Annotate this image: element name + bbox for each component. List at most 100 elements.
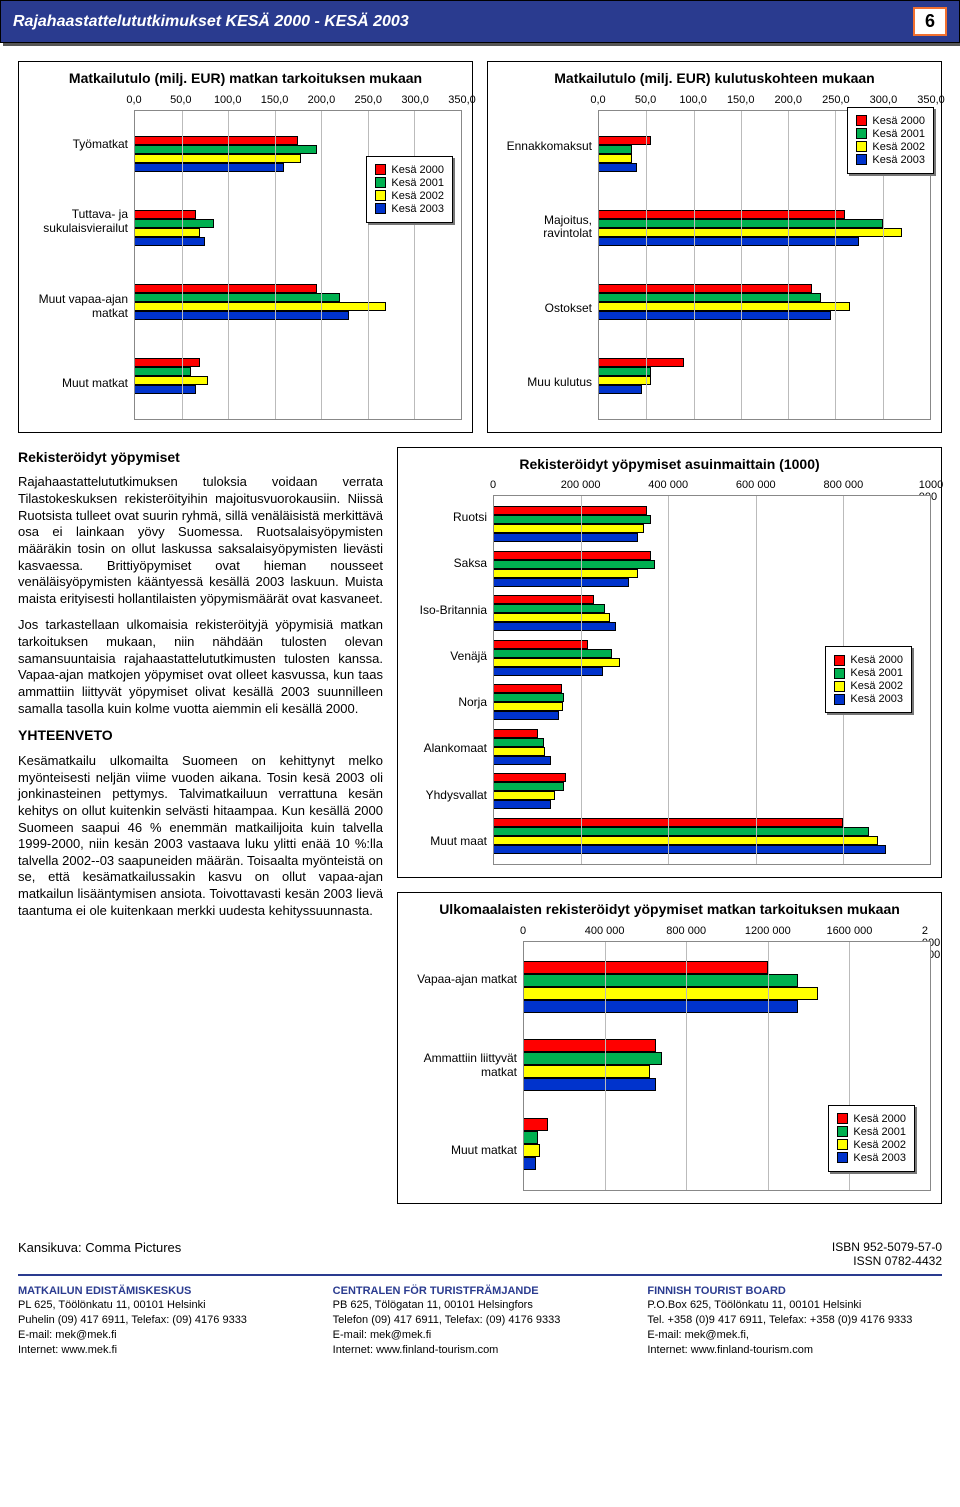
bar [494, 578, 629, 587]
legend-swatch [837, 1152, 848, 1163]
legend-label: Kesä 2001 [872, 128, 925, 140]
category-label: Saksa [408, 557, 487, 571]
category-label: Ennakkomaksut [498, 140, 592, 154]
bar [494, 595, 594, 604]
bar [524, 961, 768, 974]
bar-group [494, 548, 930, 590]
category-label: Venäjä [408, 650, 487, 664]
legend-label: Kesä 2003 [850, 693, 903, 705]
category-label: Työmatkat [29, 138, 128, 152]
chart4-title: Ulkomaalaisten rekisteröidyt yöpymiset m… [408, 901, 931, 919]
page-header: Rajahaastattelututkimukset KESÄ 2000 - K… [0, 0, 960, 43]
bar [494, 613, 610, 622]
category-label: Ostokset [498, 302, 592, 316]
chart4-legend: Kesä 2000Kesä 2001Kesä 2002Kesä 2003 [828, 1105, 915, 1172]
body-text: Rekisteröidyt yöpymiset Rajahaastattelut… [18, 447, 383, 1204]
chart1-plot: Kesä 2000Kesä 2001Kesä 2002Kesä 2003 [134, 110, 462, 420]
bar [524, 974, 798, 987]
bar [135, 136, 298, 145]
bar [135, 358, 200, 367]
legend-swatch [837, 1113, 848, 1124]
bar [135, 219, 214, 228]
isbn-block: ISBN 952-5079-57-0ISSN 0782-4432 [832, 1240, 942, 1268]
bar [494, 845, 886, 854]
legend-label: Kesä 2000 [872, 115, 925, 127]
chart1-labels: Työmatkat Tuttava- ja sukulaisvierailut Mu… [29, 110, 134, 420]
bar-group [599, 281, 930, 323]
section2-heading: YHTEENVETO [18, 727, 383, 745]
bar-group [599, 355, 930, 397]
bar-group [494, 815, 930, 857]
legend-swatch [375, 190, 386, 201]
bar [494, 836, 878, 845]
bar [494, 738, 544, 747]
legend-label: Kesä 2002 [872, 141, 925, 153]
legend-label: Kesä 2002 [853, 1139, 906, 1151]
bar [599, 311, 831, 320]
bar [494, 524, 644, 533]
bar [494, 684, 562, 693]
kansikuva-credit: Kansikuva: Comma Pictures [18, 1240, 181, 1268]
legend-swatch [856, 115, 867, 126]
bar-group [494, 770, 930, 812]
bar [494, 800, 551, 809]
bar [494, 773, 566, 782]
bar [524, 1000, 798, 1013]
footer: MATKAILUN EDISTÄMISKESKUS PL 625, Töölön… [18, 1274, 942, 1358]
chart3-title: Rekisteröidyt yöpymiset asuinmaittain (1… [408, 456, 931, 474]
bar [135, 311, 349, 320]
bar [524, 1118, 548, 1131]
bar [135, 385, 196, 394]
bar [599, 358, 684, 367]
bar [494, 756, 551, 765]
footer-col-3: FINNISH TOURIST BOARD P.O.Box 625, Töölö… [647, 1284, 942, 1358]
chart3-plot: Kesä 2000Kesä 2001Kesä 2002Kesä 2003 [493, 495, 931, 865]
section1-p2: Jos tarkastellaan ulkomaisia rekisteröit… [18, 617, 383, 717]
chart4-axis: 0400 000800 0001200 0001600 0002 000 000 [523, 925, 931, 939]
bar [494, 640, 588, 649]
bar [135, 228, 200, 237]
legend-swatch [375, 164, 386, 175]
legend-label: Kesä 2000 [853, 1113, 906, 1125]
bar [599, 163, 637, 172]
bar [599, 237, 859, 246]
bar [524, 987, 818, 1000]
chart2-axis: 0,050,0100,0150,0200,0250,0300,0350,0 [598, 94, 931, 108]
legend-swatch [856, 154, 867, 165]
bar [494, 791, 555, 800]
bar [494, 667, 603, 676]
category-label: Tuttava- ja sukulaisvierailut [29, 208, 128, 236]
category-label: Majoitus, ravintolat [498, 214, 592, 242]
bar-group [599, 207, 930, 249]
bar [599, 376, 651, 385]
chart1-title: Matkailutulo (milj. EUR) matkan tarkoitu… [29, 70, 462, 88]
category-label: Muut matkat [29, 377, 128, 391]
legend-label: Kesä 2003 [872, 154, 925, 166]
chart1-axis: 0,050,0100,0150,0200,0250,0300,0350,0 [134, 94, 462, 108]
category-label: Muut maat [408, 835, 487, 849]
chart4-plot: Kesä 2000Kesä 2001Kesä 2002Kesä 2003 [523, 941, 931, 1191]
legend-swatch [837, 1126, 848, 1137]
bar [599, 145, 632, 154]
bar [494, 533, 638, 542]
chart2-legend: Kesä 2000Kesä 2001Kesä 2002Kesä 2003 [847, 107, 934, 174]
bar [524, 1078, 656, 1091]
category-label: Norja [408, 696, 487, 710]
bar [494, 747, 545, 756]
section1-p1: Rajahaastattelututkimuksen tuloksia void… [18, 474, 383, 607]
legend-label: Kesä 2000 [391, 164, 444, 176]
bar-group [524, 958, 930, 1016]
bar [599, 210, 845, 219]
bar [494, 702, 563, 711]
category-label: Ruotsi [408, 511, 487, 525]
bar [135, 163, 284, 172]
chart3-legend: Kesä 2000Kesä 2001Kesä 2002Kesä 2003 [825, 646, 912, 713]
bar [494, 649, 612, 658]
legend-label: Kesä 2003 [391, 203, 444, 215]
bar-group [494, 592, 930, 634]
bar [135, 302, 386, 311]
bar [524, 1052, 662, 1065]
bar [599, 136, 651, 145]
chart3-labels: RuotsiSaksaIso-BritanniaVenäjäNorjaAlank… [408, 495, 493, 865]
chart2-title: Matkailutulo (milj. EUR) kulutuskohteen … [498, 70, 931, 88]
